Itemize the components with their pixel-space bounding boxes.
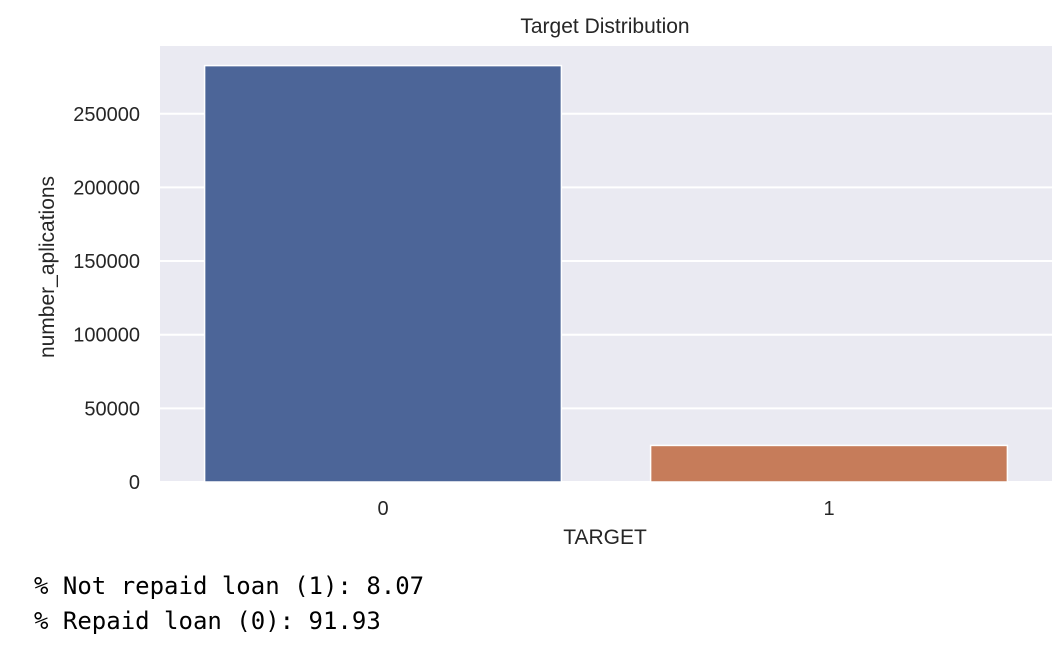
bar-target-0 (203, 64, 563, 483)
y-tick-labels: 0 50000 100000 150000 200000 250000 (73, 104, 140, 494)
y-tick-label: 150000 (73, 251, 140, 273)
y-tick-label: 50000 (84, 398, 140, 420)
output-line-not-repaid: % Not repaid loan (1): 8.07 (34, 572, 425, 600)
bars (203, 64, 1009, 483)
y-tick-label: 200000 (73, 177, 140, 199)
bar-target-1 (649, 444, 1009, 483)
y-tick-label: 100000 (73, 325, 140, 347)
x-tick-label: 0 (377, 498, 388, 520)
chart-title: Target Distribution (520, 15, 689, 38)
y-axis-label: number_aplications (36, 176, 59, 358)
y-tick-label: 250000 (73, 104, 140, 126)
x-tick-label: 1 (823, 498, 834, 520)
y-tick-label: 0 (129, 472, 140, 494)
x-axis-label: TARGET (563, 526, 647, 549)
output-line-repaid: % Repaid loan (0): 91.93 (34, 607, 381, 635)
